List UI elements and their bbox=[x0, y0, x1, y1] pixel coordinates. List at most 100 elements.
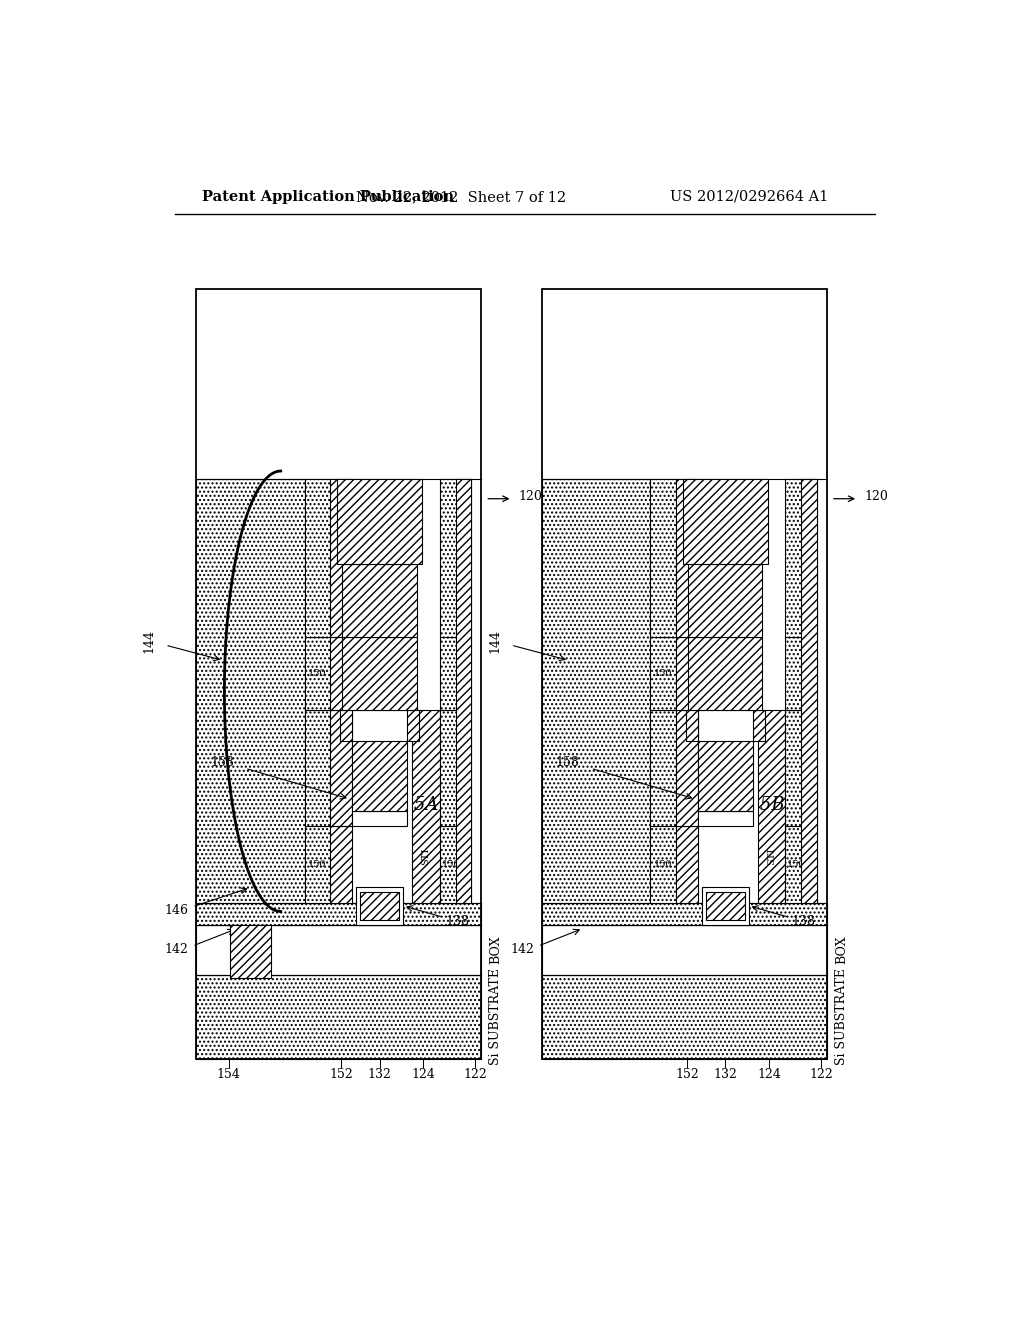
Bar bbox=[758, 710, 785, 903]
Text: 138: 138 bbox=[792, 915, 815, 928]
Bar bbox=[197, 479, 304, 903]
Text: BOX: BOX bbox=[489, 936, 502, 964]
Bar bbox=[785, 826, 817, 903]
Text: US 2012/0292664 A1: US 2012/0292664 A1 bbox=[671, 190, 828, 203]
Text: 146: 146 bbox=[165, 904, 188, 917]
Bar bbox=[697, 810, 753, 826]
Text: 134: 134 bbox=[371, 902, 389, 911]
Bar bbox=[676, 710, 697, 826]
Bar bbox=[542, 924, 827, 974]
Text: 150: 150 bbox=[308, 669, 327, 678]
Bar bbox=[229, 924, 271, 978]
Text: 124: 124 bbox=[412, 1068, 435, 1081]
Bar bbox=[356, 887, 403, 924]
Text: Si SUBSTRATE: Si SUBSTRATE bbox=[489, 969, 502, 1065]
Text: 122: 122 bbox=[463, 1068, 487, 1081]
Bar bbox=[439, 710, 471, 826]
Bar bbox=[542, 974, 827, 1059]
Text: 150: 150 bbox=[654, 669, 673, 678]
Text: 158: 158 bbox=[556, 756, 580, 770]
Bar bbox=[697, 742, 753, 810]
Bar bbox=[650, 826, 676, 903]
Bar bbox=[342, 564, 417, 638]
Text: STI: STI bbox=[422, 849, 430, 866]
Bar bbox=[408, 710, 419, 742]
Bar bbox=[342, 638, 417, 710]
Bar bbox=[304, 479, 331, 638]
Bar bbox=[753, 710, 765, 742]
Bar bbox=[360, 891, 399, 920]
Bar bbox=[331, 638, 352, 710]
Text: 150: 150 bbox=[787, 861, 806, 869]
Bar bbox=[331, 479, 352, 638]
Text: 122: 122 bbox=[809, 1068, 833, 1081]
Bar bbox=[801, 479, 817, 903]
Text: 120: 120 bbox=[518, 490, 543, 503]
Text: Si SUBSTRATE: Si SUBSTRATE bbox=[835, 969, 848, 1065]
Bar bbox=[439, 479, 471, 638]
Bar bbox=[352, 638, 408, 710]
Text: 144: 144 bbox=[143, 630, 156, 653]
Bar bbox=[542, 479, 650, 903]
Text: 150: 150 bbox=[441, 861, 460, 869]
Bar bbox=[650, 638, 676, 710]
Bar bbox=[688, 564, 763, 638]
Bar bbox=[650, 479, 676, 638]
Bar bbox=[456, 479, 471, 903]
Text: 150: 150 bbox=[308, 861, 327, 869]
Bar bbox=[676, 826, 697, 903]
Bar bbox=[706, 891, 745, 920]
Bar bbox=[304, 638, 331, 710]
Bar bbox=[340, 710, 352, 742]
Text: 142: 142 bbox=[510, 942, 535, 956]
Text: Nov. 22, 2012  Sheet 7 of 12: Nov. 22, 2012 Sheet 7 of 12 bbox=[356, 190, 566, 203]
Bar bbox=[197, 924, 481, 974]
Bar bbox=[697, 638, 753, 710]
Bar bbox=[304, 826, 331, 903]
Text: 134: 134 bbox=[716, 902, 734, 911]
Bar bbox=[197, 974, 481, 1059]
Bar bbox=[688, 638, 763, 710]
Bar bbox=[439, 638, 471, 710]
Text: 154: 154 bbox=[217, 1068, 241, 1081]
Bar bbox=[785, 638, 817, 710]
Text: 124: 124 bbox=[757, 1068, 781, 1081]
Text: STI: STI bbox=[767, 849, 776, 866]
Bar bbox=[304, 710, 331, 826]
Text: 136: 136 bbox=[715, 771, 736, 781]
Bar bbox=[197, 289, 481, 1059]
Text: 136: 136 bbox=[369, 771, 390, 781]
Text: Patent Application Publication: Patent Application Publication bbox=[202, 190, 454, 203]
Bar bbox=[439, 826, 471, 903]
Bar bbox=[686, 710, 697, 742]
Text: 150: 150 bbox=[654, 861, 673, 869]
Bar bbox=[413, 710, 439, 903]
Bar bbox=[352, 810, 408, 826]
Bar bbox=[701, 887, 749, 924]
Bar bbox=[542, 903, 827, 924]
Bar bbox=[337, 479, 422, 564]
Text: 138: 138 bbox=[445, 915, 470, 928]
Bar bbox=[785, 710, 817, 826]
Text: FIG. 5B: FIG. 5B bbox=[715, 796, 784, 814]
Text: 152: 152 bbox=[330, 1068, 353, 1081]
Bar bbox=[683, 479, 768, 564]
Text: 120: 120 bbox=[864, 490, 888, 503]
Text: 158: 158 bbox=[210, 756, 234, 770]
Text: 132: 132 bbox=[714, 1068, 737, 1081]
Bar bbox=[331, 826, 352, 903]
Bar bbox=[197, 903, 481, 924]
Bar bbox=[676, 479, 697, 638]
Bar bbox=[785, 479, 817, 638]
Bar bbox=[352, 742, 408, 810]
Bar bbox=[676, 638, 697, 710]
Text: BOX: BOX bbox=[835, 936, 848, 964]
Text: 144: 144 bbox=[488, 630, 502, 653]
Text: 132: 132 bbox=[368, 1068, 391, 1081]
Bar bbox=[542, 289, 827, 1059]
Text: 142: 142 bbox=[165, 942, 188, 956]
Text: FIG. 5A: FIG. 5A bbox=[370, 796, 439, 814]
Bar bbox=[331, 710, 352, 826]
Bar bbox=[650, 710, 676, 826]
Text: 152: 152 bbox=[675, 1068, 698, 1081]
